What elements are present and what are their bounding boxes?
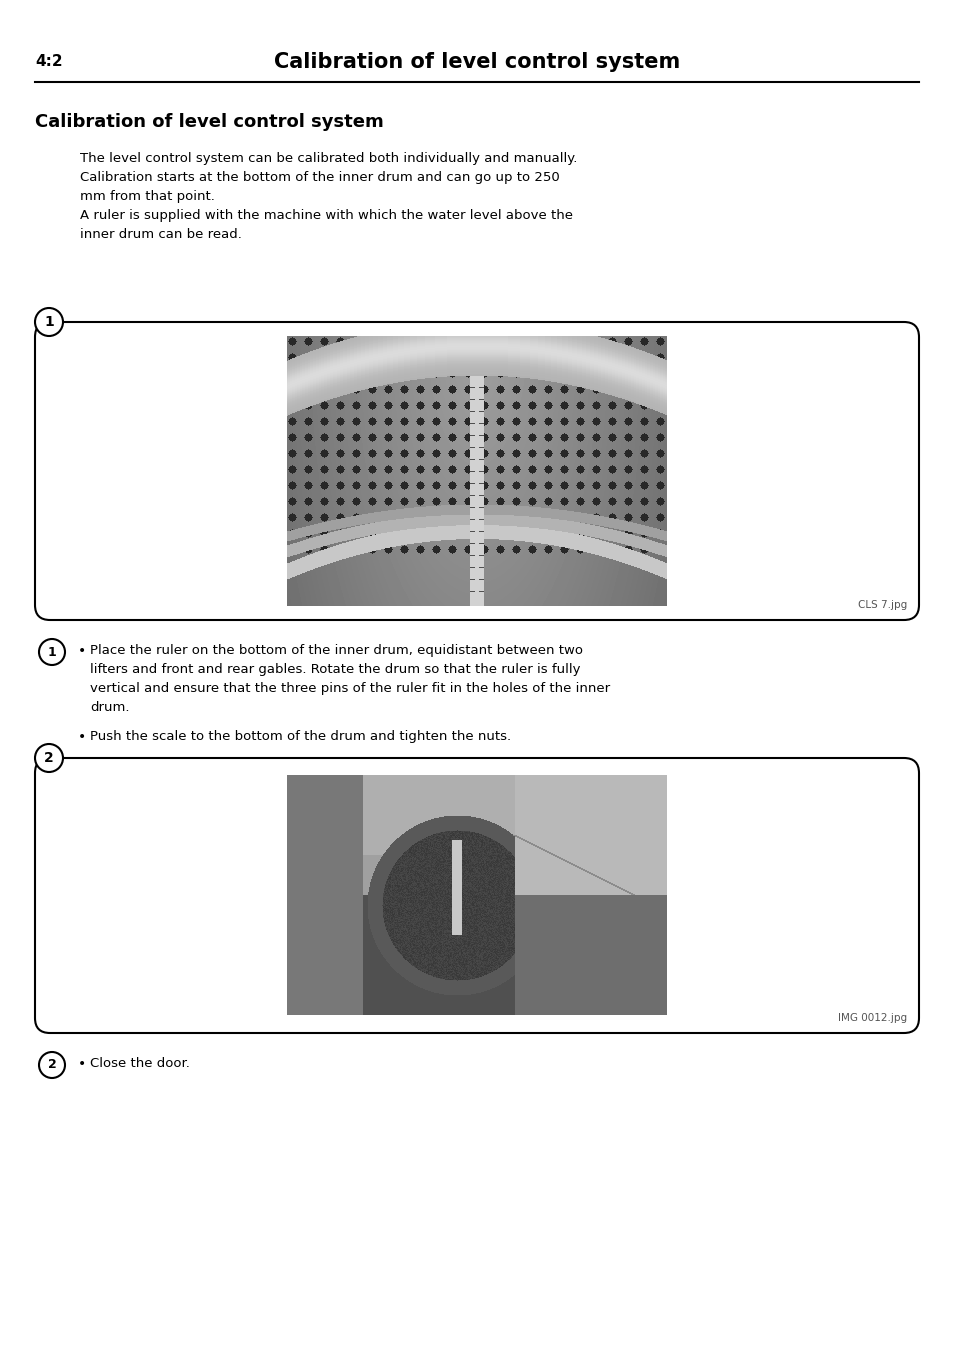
Text: Close the door.: Close the door.: [90, 1057, 190, 1071]
Circle shape: [35, 308, 63, 336]
Text: Calibration of level control system: Calibration of level control system: [274, 53, 679, 72]
Text: 2: 2: [48, 1058, 56, 1072]
Text: 1: 1: [48, 645, 56, 659]
Text: Push the scale to the bottom of the drum and tighten the nuts.: Push the scale to the bottom of the drum…: [90, 730, 511, 742]
Text: inner drum can be read.: inner drum can be read.: [80, 228, 242, 242]
Circle shape: [35, 744, 63, 772]
Text: Calibration starts at the bottom of the inner drum and can go up to 250: Calibration starts at the bottom of the …: [80, 171, 559, 184]
Text: •: •: [78, 1057, 86, 1071]
Text: The level control system can be calibrated both individually and manually.: The level control system can be calibrat…: [80, 153, 577, 165]
Text: 1: 1: [44, 315, 53, 329]
Text: Place the ruler on the bottom of the inner drum, equidistant between two: Place the ruler on the bottom of the inn…: [90, 644, 582, 657]
Text: •: •: [78, 644, 86, 657]
Circle shape: [39, 1052, 65, 1079]
Text: drum.: drum.: [90, 701, 130, 714]
Text: lifters and front and rear gables. Rotate the drum so that the ruler is fully: lifters and front and rear gables. Rotat…: [90, 663, 579, 676]
Text: Calibration of level control system: Calibration of level control system: [35, 113, 383, 131]
Text: vertical and ensure that the three pins of the ruler fit in the holes of the inn: vertical and ensure that the three pins …: [90, 682, 610, 695]
Text: CLS 7.jpg: CLS 7.jpg: [857, 599, 906, 610]
Circle shape: [39, 639, 65, 666]
Text: IMG 0012.jpg: IMG 0012.jpg: [837, 1012, 906, 1023]
Text: A ruler is supplied with the machine with which the water level above the: A ruler is supplied with the machine wit…: [80, 209, 573, 221]
Text: •: •: [78, 730, 86, 744]
Text: mm from that point.: mm from that point.: [80, 190, 214, 202]
Text: 2: 2: [44, 751, 53, 765]
Text: 4:2: 4:2: [35, 54, 63, 69]
